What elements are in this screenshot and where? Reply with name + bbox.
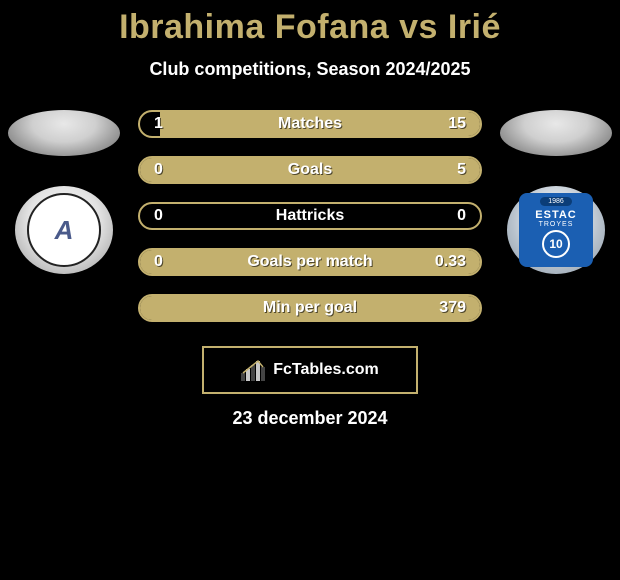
stat-row: 1 Matches 15: [138, 110, 482, 138]
snapshot-date: 23 december 2024: [0, 408, 620, 429]
stats-column: 1 Matches 15 0 Goals 5 0 Hattricks 0 0 Goals per m…: [138, 110, 482, 322]
player-right-avatar: [500, 110, 612, 156]
stat-row: 0 Hattricks 0: [138, 202, 482, 230]
stat-left-value: 0: [154, 161, 163, 179]
stat-right-value: 379: [439, 299, 466, 317]
page-title: Ibrahima Fofana vs Irié: [0, 8, 620, 47]
club-logo-left: A: [15, 186, 113, 274]
player-left-column: A: [4, 110, 124, 274]
club-year: 1986: [540, 197, 572, 206]
stat-row: Min per goal 379: [138, 294, 482, 322]
stat-label: Hattricks: [276, 207, 344, 225]
subtitle: Club competitions, Season 2024/2025: [0, 59, 620, 80]
player-left-avatar: [8, 110, 120, 156]
stat-left-value: 0: [154, 207, 163, 225]
source-banner: FcTables.com: [202, 346, 418, 394]
bar-chart-icon: [241, 359, 267, 381]
stat-label: Goals: [288, 161, 332, 179]
stat-row: 0 Goals 5: [138, 156, 482, 184]
club-badge-amiens: A: [27, 193, 101, 267]
stat-label: Goals per match: [247, 253, 372, 271]
stat-right-value: 0: [457, 207, 466, 225]
player-right-column: 1986 ESTAC TROYES 10: [496, 110, 616, 274]
stat-label: Matches: [278, 115, 342, 133]
club-badge-estac: 1986 ESTAC TROYES 10: [519, 193, 593, 267]
stat-right-value: 0.33: [435, 253, 466, 271]
club-letter: A: [55, 215, 74, 246]
club-logo-right: 1986 ESTAC TROYES 10: [507, 186, 605, 274]
club-number: 10: [542, 230, 570, 258]
comparison-card: Ibrahima Fofana vs Irié Club competition…: [0, 0, 620, 429]
stat-label: Min per goal: [263, 299, 357, 317]
main-row: A 1 Matches 15 0 Goals 5 0 Hattricks 0 0 Goals per…: [0, 110, 620, 322]
stat-left-value: 0: [154, 253, 163, 271]
banner-site-name: FcTables.com: [273, 361, 379, 379]
club-city: TROYES: [539, 221, 574, 228]
stat-right-value: 5: [457, 161, 466, 179]
stat-right-value: 15: [448, 115, 466, 133]
stat-left-value: 1: [154, 115, 163, 133]
stat-row: 0 Goals per match 0.33: [138, 248, 482, 276]
club-name: ESTAC: [535, 209, 576, 221]
